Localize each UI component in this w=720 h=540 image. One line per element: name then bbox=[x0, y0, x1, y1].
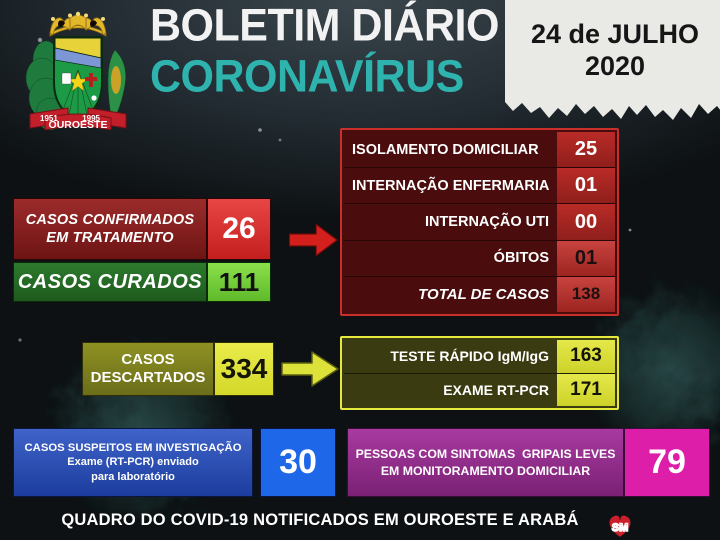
svg-text:OUROESTE: OUROESTE bbox=[49, 119, 108, 130]
svg-text:SM: SM bbox=[612, 522, 629, 534]
